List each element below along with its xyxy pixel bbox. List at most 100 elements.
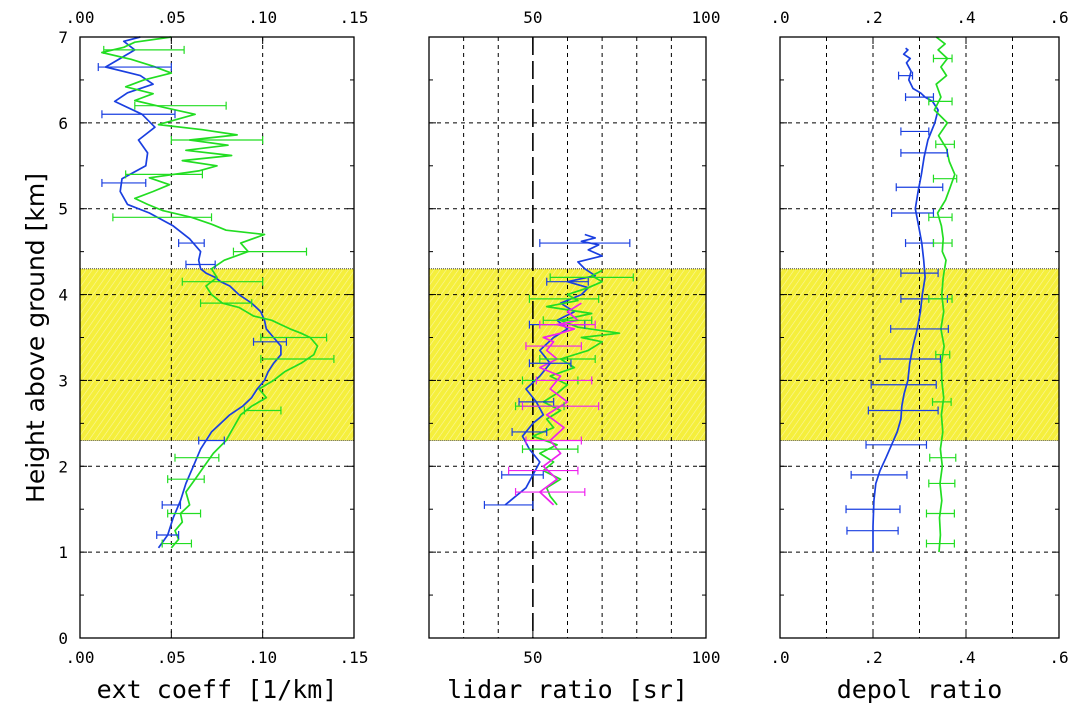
series-green-line	[933, 36, 956, 553]
errorbar-magenta	[514, 488, 586, 497]
x-tick-label-bottom: 50	[523, 648, 542, 667]
errorbar-magenta	[508, 466, 579, 475]
errorbar-green	[174, 453, 220, 462]
errorbar-green	[112, 213, 213, 222]
errorbar-green	[935, 350, 951, 359]
errorbar-green	[928, 213, 953, 222]
highlight-band	[79, 268, 355, 441]
errorbar-blue	[895, 183, 944, 192]
y-tick-label: 7	[58, 28, 68, 47]
errorbar-blue	[879, 354, 942, 363]
errorbar-green	[125, 170, 203, 179]
errorbar-blue	[890, 324, 949, 333]
errorbar-green	[928, 97, 953, 106]
x-tick-label-bottom: .0	[770, 648, 789, 667]
x-tick-label-top: .0	[770, 8, 789, 27]
errorbar-blue	[178, 239, 205, 248]
errorbar-blue	[101, 110, 176, 119]
series-magenta-line	[538, 302, 582, 506]
errorbar-blue	[904, 93, 935, 102]
errorbar-blue	[161, 500, 182, 509]
errorbar-blue	[97, 63, 172, 72]
errorbar-green	[549, 273, 634, 282]
x-axis-title: depol ratio	[837, 675, 1003, 704]
x-axis-title: ext coeff [1/km]	[97, 675, 338, 704]
errorbar-green	[925, 539, 955, 548]
x-tick-label-bottom: .6	[1049, 648, 1068, 667]
errorbar-green	[521, 445, 579, 454]
errorbar-blue	[185, 260, 216, 269]
errorbar-blue	[850, 470, 908, 479]
errorbar-blue	[198, 436, 225, 445]
errorbar-blue	[900, 127, 930, 136]
errorbar-magenta	[521, 402, 600, 411]
x-tick-label-top: .4	[956, 8, 975, 27]
x-tick-label-top: .6	[1049, 8, 1068, 27]
y-tick-label: 2	[58, 457, 68, 476]
errorbar-blue	[252, 337, 288, 346]
x-tick-label-top: .2	[863, 8, 882, 27]
x-tick-label-bottom: 100	[692, 648, 721, 667]
errorbar-green	[539, 354, 596, 363]
errorbar-green	[931, 397, 952, 406]
errorbar-green	[161, 539, 193, 548]
y-tick-label: 5	[58, 200, 68, 219]
y-tick-label: 4	[58, 286, 68, 305]
errorbar-blue	[900, 269, 939, 278]
errorbar-green	[935, 140, 955, 149]
x-tick-label-top: 50	[523, 8, 542, 27]
errorbar-green	[232, 247, 308, 256]
errorbar-blue	[900, 148, 949, 157]
x-tick-label-top: 100	[692, 8, 721, 27]
errorbar-green	[542, 316, 593, 325]
errorbar-blue	[846, 526, 899, 535]
y-tick-label: 6	[58, 114, 68, 133]
errorbar-green	[925, 509, 955, 518]
errorbar-blue	[539, 239, 631, 248]
errorbar-blue	[546, 277, 589, 286]
x-tick-label-top: .00	[66, 8, 95, 27]
errorbar-blue	[867, 406, 939, 415]
errorbar-green	[528, 294, 600, 303]
errorbar-green	[932, 239, 953, 248]
x-tick-label-bottom: .00	[66, 648, 95, 667]
errorbar-blue	[511, 427, 548, 436]
errorbar-green	[167, 475, 205, 484]
errorbar-green	[103, 45, 185, 54]
errorbar-blue	[528, 359, 572, 368]
x-tick-label-bottom: .05	[157, 648, 186, 667]
errorbar-blue	[845, 505, 901, 514]
errorbar-blue	[101, 178, 147, 187]
x-axis-title: lidar ratio [sr]	[447, 675, 688, 704]
errorbar-blue	[501, 470, 544, 479]
errorbar-blue	[865, 440, 928, 449]
errorbar-blue	[518, 397, 555, 406]
errorbar-blue	[890, 209, 935, 218]
highlight-band	[428, 268, 707, 441]
errorbar-green	[928, 479, 956, 488]
errorbar-green	[928, 294, 953, 303]
errorbar-green	[181, 277, 264, 286]
panel-depol: .0 .0 .2 .2 .4 .4 .6 .6 depol ratio	[770, 8, 1068, 704]
errorbar-blue	[156, 530, 180, 539]
x-tick-label-top: .05	[157, 8, 186, 27]
errorbar-green	[932, 174, 958, 183]
errorbar-green	[167, 509, 202, 518]
x-tick-label-bottom: .10	[248, 648, 277, 667]
y-tick-label: 0	[58, 629, 68, 648]
errorbar-blue	[483, 500, 534, 509]
errorbar-magenta	[525, 342, 582, 351]
x-tick-label-top: .15	[340, 8, 369, 27]
errorbar-green	[134, 101, 227, 110]
errorbar-green	[170, 136, 264, 145]
x-tick-label-bottom: .4	[956, 648, 975, 667]
errorbar-green	[932, 54, 953, 63]
errorbar-green	[199, 299, 253, 308]
errorbar-green	[929, 453, 957, 462]
errorbar-magenta	[525, 436, 582, 445]
errorbar-blue	[897, 71, 914, 80]
